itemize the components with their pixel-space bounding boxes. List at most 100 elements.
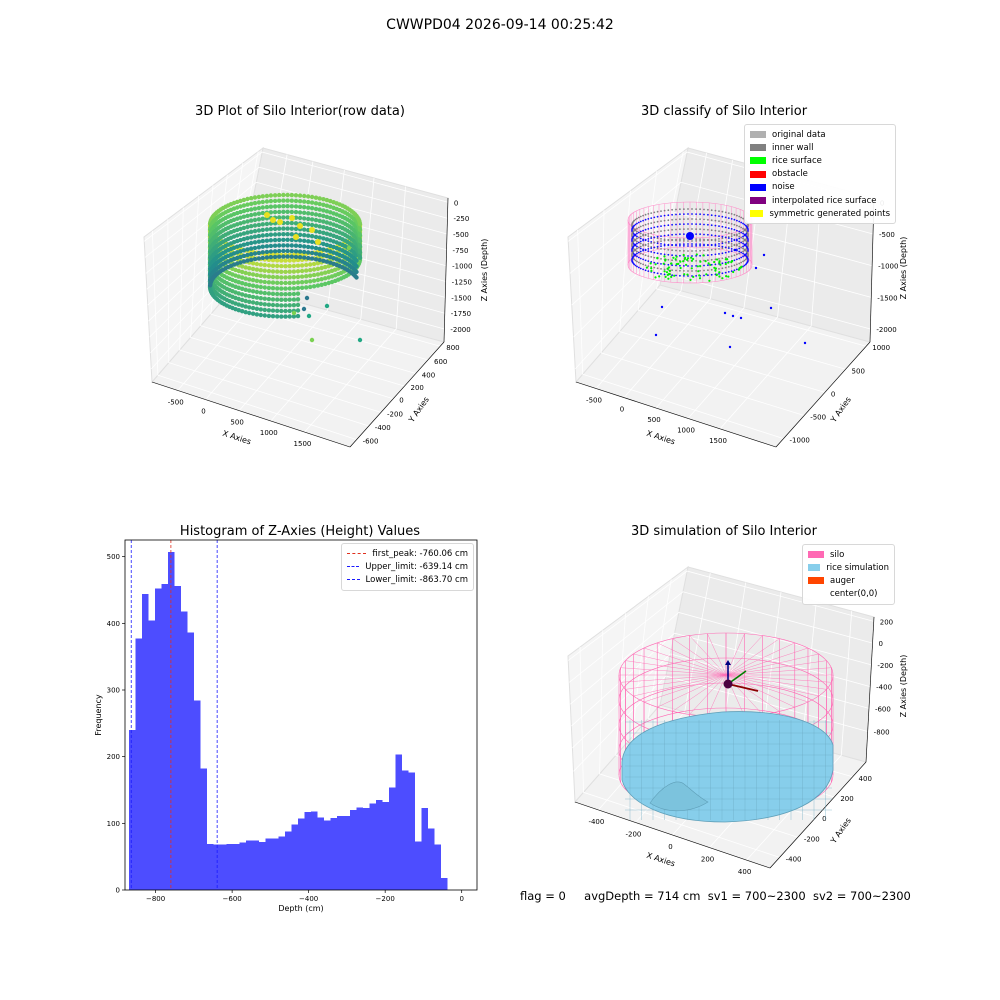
wall-point: [683, 243, 685, 246]
rice-surface-point: [714, 267, 718, 270]
gridline: [571, 211, 873, 306]
data-point: [293, 193, 299, 198]
histogram-bar: [330, 818, 337, 890]
data-point: [258, 262, 263, 267]
wall-point: [742, 250, 744, 253]
wall-point: [721, 237, 724, 240]
wall-point: [733, 228, 736, 231]
wall-point: [660, 248, 662, 250]
rice-surface-point: [704, 260, 707, 263]
data-point: [304, 285, 309, 290]
data-point: [266, 302, 272, 307]
wall-point: [718, 225, 720, 228]
wall-point: [667, 248, 670, 251]
wall-point: [663, 234, 666, 237]
wall-point: [687, 270, 689, 272]
wall-point: [650, 217, 653, 220]
rice-surface-point: [664, 259, 667, 262]
wall-point: [714, 244, 717, 247]
data-point: [289, 237, 294, 243]
data-point: [291, 314, 297, 319]
data-point: [289, 248, 294, 254]
rice-surface-point: [675, 263, 678, 266]
wall-point: [721, 257, 724, 260]
data-point: [324, 209, 330, 214]
x-tick-label: 1500: [709, 437, 727, 445]
x-tick-label: 1500: [294, 440, 312, 448]
data-point: [277, 192, 282, 198]
data-point: [235, 261, 240, 266]
data-point: [279, 314, 284, 319]
x-axis-label: X Axies: [645, 429, 676, 447]
wall-point: [718, 240, 720, 243]
wall-point: [721, 235, 724, 238]
x-tick-label: 500: [230, 419, 243, 427]
wall-point: [644, 269, 647, 272]
plot4-title: 3D simulation of Silo Interior: [631, 524, 817, 539]
data-point: [283, 258, 288, 263]
wall-point: [718, 230, 720, 233]
histogram-bar: [258, 842, 266, 890]
data-point: [262, 285, 267, 290]
data-point: [299, 280, 305, 285]
y-tick-label: -400: [786, 855, 802, 863]
noise-point: [754, 266, 758, 270]
data-point: [315, 261, 321, 266]
wall-point: [743, 264, 746, 267]
data-point: [245, 247, 250, 252]
data-point: [287, 269, 292, 274]
data-point: [311, 278, 317, 283]
wall-point: [667, 209, 670, 212]
wall-point: [730, 235, 733, 238]
data-point: [293, 221, 299, 226]
x-axis-label: X Axies: [645, 851, 676, 869]
histogram-bar: [389, 787, 396, 890]
wall-point: [663, 214, 666, 217]
data-point: [285, 226, 290, 231]
wall-point: [721, 267, 724, 270]
data-point: [283, 308, 288, 314]
wall-point: [653, 271, 656, 274]
wall-point: [724, 236, 727, 239]
wall-point: [663, 239, 666, 242]
x-tick-label: -500: [586, 397, 602, 405]
wall-point: [660, 235, 662, 238]
data-point: [256, 256, 262, 261]
data-point: [289, 220, 294, 226]
data-point: [252, 234, 258, 239]
data-point: [329, 268, 335, 273]
z-tick-label: -2000: [450, 326, 470, 334]
data-point: [266, 313, 272, 319]
data-point: [266, 263, 272, 268]
legend-item: Lower_limit: -863.70 cm: [347, 573, 468, 586]
wall-point: [742, 235, 744, 238]
histogram-bar: [317, 817, 324, 890]
wall-point: [639, 257, 642, 260]
data-point: [260, 205, 265, 210]
wall-point: [695, 223, 697, 226]
data-point: [258, 296, 263, 301]
wall-point: [675, 238, 677, 241]
data-point: [309, 239, 315, 244]
wall-point: [730, 248, 733, 250]
y-tick-label: 0: [399, 397, 403, 405]
z-tick-label: -400: [876, 684, 892, 692]
data-point: [315, 277, 321, 283]
wall-point: [653, 241, 656, 244]
wall-point: [634, 243, 637, 246]
wall-point: [747, 238, 749, 240]
wall-point: [721, 220, 724, 223]
wall-point: [742, 242, 744, 245]
legend-swatch: [750, 144, 766, 152]
data-point: [258, 268, 263, 273]
wall-point: [738, 237, 741, 240]
data-point: [321, 236, 326, 241]
data-point: [235, 199, 240, 205]
wall-point: [667, 263, 670, 266]
data-point: [354, 275, 359, 280]
wall-point: [695, 260, 697, 262]
wall-point: [667, 229, 670, 232]
data-point: [240, 281, 245, 286]
data-point: [357, 227, 363, 232]
y-tick-label: 600: [434, 358, 447, 366]
